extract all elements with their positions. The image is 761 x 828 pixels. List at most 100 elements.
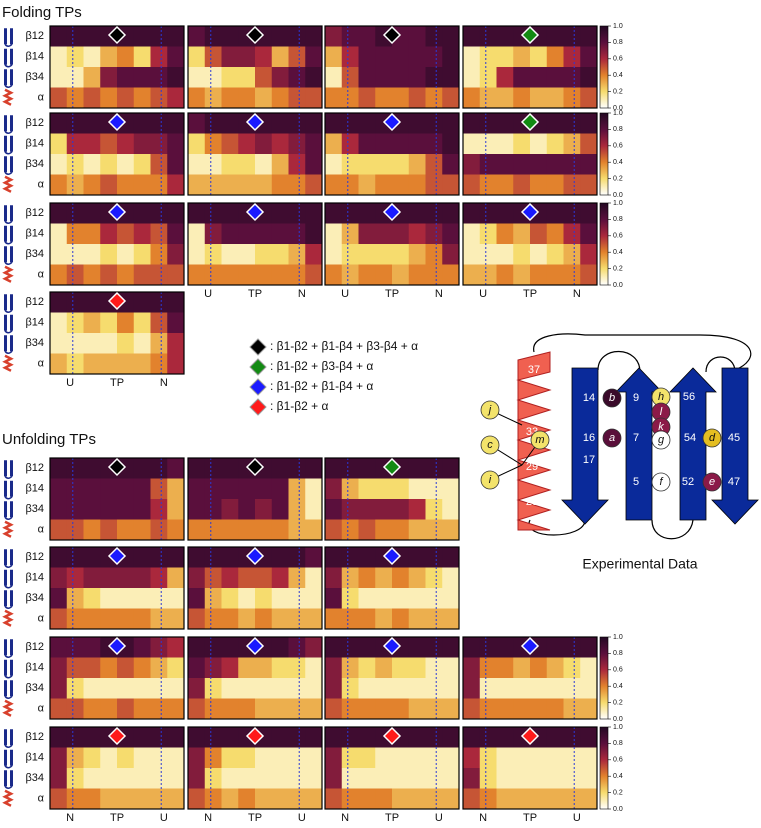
heat-cell xyxy=(325,244,343,265)
site xyxy=(480,400,500,420)
heat-cell xyxy=(463,244,481,265)
heat-cell xyxy=(546,678,564,699)
strand-number: 16 xyxy=(583,432,595,444)
heat-cell xyxy=(83,788,101,810)
heat-cell xyxy=(255,657,273,679)
heat-cell xyxy=(133,519,151,541)
heat-cell xyxy=(100,46,118,68)
site-label: h xyxy=(658,391,664,403)
heat-cell xyxy=(425,519,443,541)
heat-cell xyxy=(563,113,581,134)
heat-cell xyxy=(496,154,514,175)
heat-cell xyxy=(150,458,168,479)
heat-cell xyxy=(325,133,343,155)
heat-cell xyxy=(341,698,359,720)
heat-cell xyxy=(358,678,376,699)
heat-cell xyxy=(358,203,376,224)
heat-cell xyxy=(463,768,481,789)
site-label: e xyxy=(709,476,715,488)
heat-cell xyxy=(305,458,323,479)
marker xyxy=(107,726,127,746)
colorbar xyxy=(599,112,609,196)
heat-cell xyxy=(580,87,598,109)
heat-cell xyxy=(133,174,151,196)
heat-cell xyxy=(341,223,359,245)
heat-cell xyxy=(305,678,323,699)
colorbar-tick-label: 0.8 xyxy=(613,39,623,46)
heat-cell xyxy=(305,788,323,810)
colorbar-tick-label: 0.6 xyxy=(613,56,623,63)
heat-cell xyxy=(271,244,289,265)
heat-cell xyxy=(513,87,531,109)
heat-cell xyxy=(305,67,323,88)
heat-cell xyxy=(150,133,168,155)
heat-cell xyxy=(442,588,460,609)
heat-cell xyxy=(408,67,426,88)
heat-cell xyxy=(167,174,185,196)
heat-cell xyxy=(188,499,206,520)
site xyxy=(702,428,722,448)
heat-cell xyxy=(150,588,168,609)
heat-cell xyxy=(513,657,531,679)
heat-cell xyxy=(100,67,118,88)
heat-cell xyxy=(341,747,359,769)
heat-cell xyxy=(83,333,101,354)
heat-cell xyxy=(188,154,206,175)
heat-cell xyxy=(425,588,443,609)
heat-cell xyxy=(341,67,359,88)
marker xyxy=(520,112,540,132)
heat-cell xyxy=(255,588,273,609)
strand-icon xyxy=(10,205,13,222)
heat-cell xyxy=(580,637,598,658)
heat-cell xyxy=(167,154,185,175)
heat-cell xyxy=(83,458,101,479)
colorbar-tick-label: 0.0 xyxy=(613,806,623,813)
heat-cell xyxy=(133,727,151,748)
heat-cell xyxy=(133,657,151,679)
heat-cell xyxy=(375,588,393,609)
heat-cell xyxy=(271,698,289,720)
heat-cell xyxy=(288,244,306,265)
site xyxy=(530,430,550,450)
heat-cell xyxy=(150,608,168,630)
heat-cell xyxy=(83,87,101,109)
heat-cell xyxy=(238,87,256,109)
heat-cell xyxy=(408,747,426,769)
heat-cell xyxy=(150,747,168,769)
heat-cell xyxy=(546,26,564,47)
heat-cell xyxy=(546,87,564,109)
heat-cell xyxy=(325,46,343,68)
strand-icon xyxy=(4,69,7,86)
heat-cell xyxy=(305,133,323,155)
heat-cell xyxy=(167,264,185,286)
heat-cell xyxy=(305,637,323,658)
heat-cell xyxy=(167,588,185,609)
heat-cell xyxy=(496,768,514,789)
site xyxy=(480,470,500,490)
heat-cell xyxy=(188,67,206,88)
heat-cell xyxy=(288,588,306,609)
strand-icon xyxy=(4,765,13,769)
strand-icon xyxy=(4,680,7,697)
colorbar-tick-label: 1.0 xyxy=(613,23,623,30)
heat-cell xyxy=(580,678,598,699)
heat-cell xyxy=(392,174,410,196)
heat-cell xyxy=(392,768,410,789)
heat-cell xyxy=(425,46,443,68)
strand-icon xyxy=(4,330,13,334)
heat-cell xyxy=(83,244,101,265)
heat-cell xyxy=(66,46,84,68)
heat-cell xyxy=(150,657,168,679)
heat-cell xyxy=(133,87,151,109)
heat-cell xyxy=(513,244,531,265)
heat-cell xyxy=(150,788,168,810)
heat-cell xyxy=(530,747,548,769)
heat-cell xyxy=(150,174,168,196)
heat-cell xyxy=(150,698,168,720)
strand-icon xyxy=(4,225,7,242)
heat-cell xyxy=(288,678,306,699)
heat-cell xyxy=(238,678,256,699)
strand-icon xyxy=(4,350,13,354)
heat-cell xyxy=(442,499,460,520)
heat-cell xyxy=(204,519,222,541)
